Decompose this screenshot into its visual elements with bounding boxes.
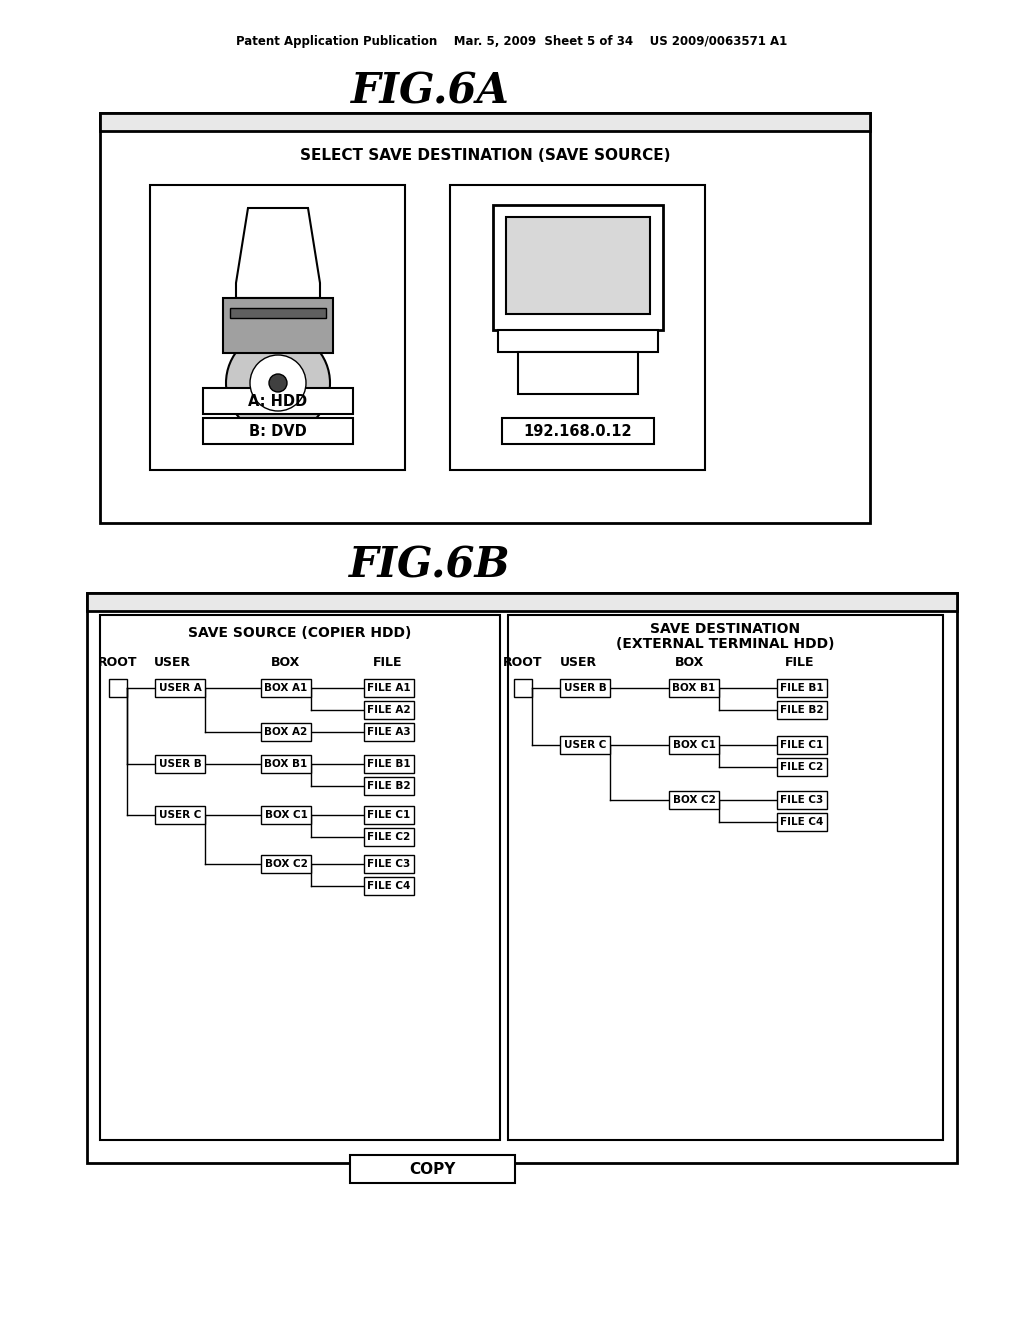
Text: USER: USER [154, 656, 190, 669]
Circle shape [250, 355, 306, 411]
Text: FILE B1: FILE B1 [780, 682, 824, 693]
Text: FIG.6B: FIG.6B [349, 544, 511, 586]
Bar [777, 813, 827, 832]
Bar [364, 701, 414, 719]
Bar [508, 615, 943, 1140]
Bar [364, 828, 414, 846]
Bar [87, 593, 957, 1163]
Bar [560, 737, 610, 754]
Text: FILE C1: FILE C1 [368, 810, 411, 820]
Bar [777, 701, 827, 719]
Text: BOX C1: BOX C1 [264, 810, 307, 820]
Text: USER C: USER C [564, 741, 606, 750]
Text: FILE B2: FILE B2 [780, 705, 824, 715]
Bar [364, 678, 414, 697]
Text: FILE C2: FILE C2 [368, 832, 411, 842]
Bar [364, 723, 414, 741]
Bar [100, 114, 870, 131]
Bar [777, 737, 827, 754]
Text: FILE C2: FILE C2 [780, 762, 823, 772]
Text: FILE B1: FILE B1 [368, 759, 411, 770]
Bar [261, 855, 311, 873]
Text: FILE: FILE [785, 656, 815, 669]
Circle shape [269, 374, 287, 392]
Text: FILE B2: FILE B2 [368, 781, 411, 791]
Bar [100, 114, 870, 523]
Bar [669, 791, 719, 809]
Text: COPY: COPY [409, 1162, 456, 1176]
Text: FILE A3: FILE A3 [368, 727, 411, 737]
Text: Patent Application Publication    Mar. 5, 2009  Sheet 5 of 34    US 2009/0063571: Patent Application Publication Mar. 5, 2… [237, 36, 787, 49]
Text: ROOT: ROOT [98, 656, 138, 669]
Bar [364, 807, 414, 824]
Text: BOX C2: BOX C2 [264, 859, 307, 869]
Bar [560, 678, 610, 697]
Bar [514, 678, 532, 697]
Text: FILE C3: FILE C3 [368, 859, 411, 869]
Bar [506, 216, 650, 314]
Bar [261, 723, 311, 741]
Bar [203, 418, 353, 444]
Text: FILE C1: FILE C1 [780, 741, 823, 750]
Bar [777, 678, 827, 697]
Bar [493, 205, 663, 330]
Text: FILE A1: FILE A1 [368, 682, 411, 693]
Bar [87, 593, 957, 611]
Circle shape [226, 331, 330, 436]
Bar [261, 807, 311, 824]
Bar [669, 678, 719, 697]
Text: FILE C4: FILE C4 [368, 880, 411, 891]
Bar [230, 308, 326, 318]
Text: USER: USER [559, 656, 597, 669]
Bar [364, 755, 414, 774]
Bar [109, 678, 127, 697]
Text: USER B: USER B [159, 759, 202, 770]
Text: BOX C2: BOX C2 [673, 795, 716, 805]
Text: SELECT SAVE DESTINATION (SAVE SOURCE): SELECT SAVE DESTINATION (SAVE SOURCE) [300, 148, 671, 162]
Text: (EXTERNAL TERMINAL HDD): (EXTERNAL TERMINAL HDD) [615, 638, 835, 651]
Text: B: DVD: B: DVD [249, 424, 307, 438]
Bar [150, 185, 406, 470]
Text: USER B: USER B [563, 682, 606, 693]
Text: USER C: USER C [159, 810, 201, 820]
Bar [203, 388, 353, 414]
Bar [777, 758, 827, 776]
Text: BOX C1: BOX C1 [673, 741, 716, 750]
Bar [777, 791, 827, 809]
Text: A: HDD: A: HDD [249, 393, 307, 408]
Bar [518, 352, 638, 393]
Text: BOX B1: BOX B1 [673, 682, 716, 693]
Bar [155, 678, 205, 697]
Text: BOX A1: BOX A1 [264, 682, 307, 693]
Bar [364, 855, 414, 873]
Text: SAVE DESTINATION: SAVE DESTINATION [650, 622, 800, 636]
Text: FILE C4: FILE C4 [780, 817, 823, 828]
Text: FILE: FILE [374, 656, 402, 669]
Text: 192.168.0.12: 192.168.0.12 [523, 424, 632, 438]
Bar [502, 418, 654, 444]
Bar [498, 330, 658, 352]
Polygon shape [236, 209, 319, 298]
Text: ROOT: ROOT [503, 656, 543, 669]
Text: FILE C3: FILE C3 [780, 795, 823, 805]
Text: BOX: BOX [676, 656, 705, 669]
Bar [100, 615, 500, 1140]
Bar [155, 755, 205, 774]
Text: BOX: BOX [270, 656, 300, 669]
Text: SAVE SOURCE (COPIER HDD): SAVE SOURCE (COPIER HDD) [188, 626, 412, 640]
Bar [261, 755, 311, 774]
Bar [364, 777, 414, 795]
Bar [350, 1155, 515, 1183]
Text: FIG.6A: FIG.6A [350, 71, 509, 114]
Text: BOX B1: BOX B1 [264, 759, 307, 770]
Bar [364, 876, 414, 895]
Text: USER A: USER A [159, 682, 202, 693]
Text: BOX A2: BOX A2 [264, 727, 307, 737]
Bar [223, 298, 333, 352]
Bar [669, 737, 719, 754]
Bar [261, 678, 311, 697]
Bar [450, 185, 705, 470]
Text: FILE A2: FILE A2 [368, 705, 411, 715]
Bar [155, 807, 205, 824]
